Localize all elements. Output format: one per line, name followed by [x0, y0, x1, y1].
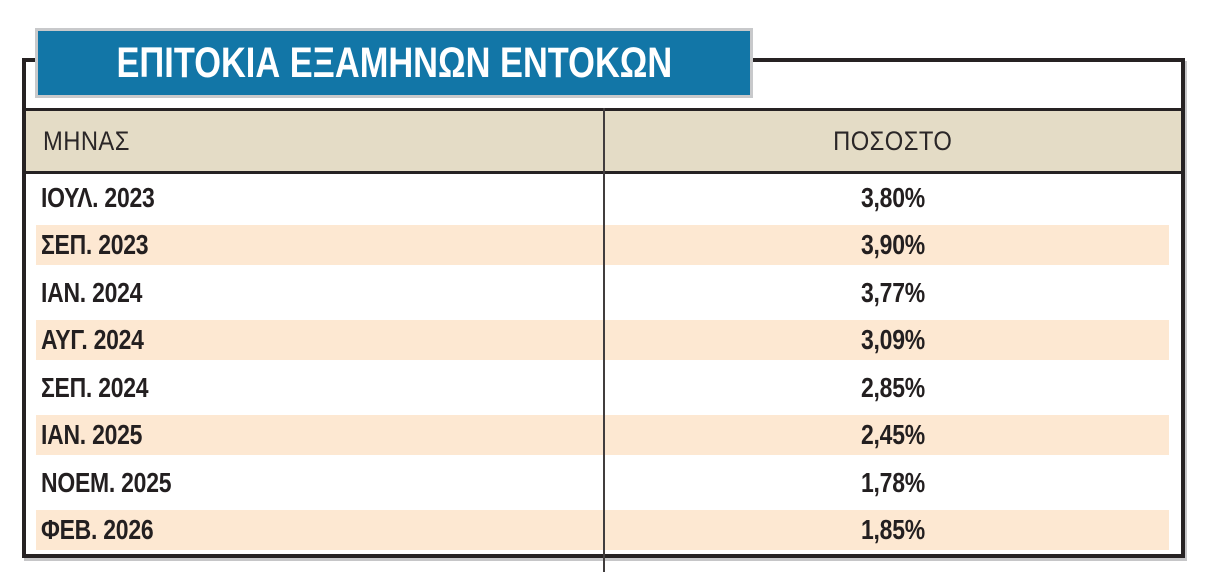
rate-value: 3,80%	[860, 181, 925, 213]
page-title: ΕΠΙΤΟΚΙΑ ΕΞΑΜΗΝΩΝ ΕΝΤΟΚΩΝ	[116, 38, 672, 87]
title-banner: ΕΠΙΤΟΚΙΑ ΕΞΑΜΗΝΩΝ ΕΝΤΟΚΩΝ	[35, 28, 753, 98]
rate-cell: 1,78%	[604, 459, 1181, 507]
rate-cell: 3,80%	[604, 174, 1181, 222]
column-header-month-label: ΜΗΝΑΣ	[43, 125, 130, 156]
rate-value: 3,09%	[860, 324, 925, 356]
rate-value: 1,85%	[860, 514, 925, 546]
month-cell: ΣΕΠ. 2023	[26, 222, 604, 270]
month-cell: ΝΟΕΜ. 2025	[26, 459, 604, 507]
table-row: ΙΟΥΛ. 2023 3,80%	[26, 174, 1181, 222]
table-row: ΝΟΕΜ. 2025 1,78%	[26, 459, 1181, 507]
month-value: ΦΕΒ. 2026	[41, 514, 154, 546]
table-row: ΙΑΝ. 2024 3,77%	[26, 269, 1181, 317]
month-cell: ΙΑΝ. 2025	[26, 412, 604, 460]
rate-value: 3,90%	[860, 229, 925, 261]
rate-cell: 3,77%	[604, 269, 1181, 317]
rate-value: 2,45%	[860, 419, 925, 451]
column-header-rate: ΠΟΣΟΣΤΟ	[604, 111, 1181, 171]
month-cell: ΑΥΓ. 2024	[26, 317, 604, 365]
rate-value: 1,78%	[860, 466, 925, 498]
column-header-month: ΜΗΝΑΣ	[26, 111, 604, 171]
month-cell: ΦΕΒ. 2026	[26, 507, 604, 555]
month-value: ΣΕΠ. 2023	[41, 229, 149, 261]
table-row: ΙΑΝ. 2025 2,45%	[26, 412, 1181, 460]
month-value: ΝΟΕΜ. 2025	[41, 466, 172, 498]
rate-cell: 3,09%	[604, 317, 1181, 365]
month-cell: ΙΑΝ. 2024	[26, 269, 604, 317]
rate-cell: 2,85%	[604, 364, 1181, 412]
month-cell: ΙΟΥΛ. 2023	[26, 174, 604, 222]
table-row: ΣΕΠ. 2024 2,85%	[26, 364, 1181, 412]
rate-cell: 3,90%	[604, 222, 1181, 270]
month-value: ΑΥΓ. 2024	[41, 324, 144, 356]
rate-cell: 2,45%	[604, 412, 1181, 460]
month-value: ΣΕΠ. 2024	[41, 371, 149, 403]
month-value: ΙΑΝ. 2024	[41, 276, 143, 308]
rate-value: 3,77%	[860, 276, 925, 308]
table-row: ΣΕΠ. 2023 3,90%	[26, 222, 1181, 270]
table-row: ΑΥΓ. 2024 3,09%	[26, 317, 1181, 365]
month-value: ΙΟΥΛ. 2023	[41, 181, 155, 213]
month-cell: ΣΕΠ. 2024	[26, 364, 604, 412]
rate-value: 2,85%	[860, 371, 925, 403]
table-body: ΙΟΥΛ. 2023 3,80% ΣΕΠ. 2023 3,90% ΙΑΝ. 20…	[26, 174, 1181, 554]
month-value: ΙΑΝ. 2025	[41, 419, 143, 451]
column-divider-rule	[603, 108, 605, 572]
rate-cell: 1,85%	[604, 507, 1181, 555]
column-header-rate-label: ΠΟΣΟΣΤΟ	[832, 125, 953, 156]
table-row: ΦΕΒ. 2026 1,85%	[26, 507, 1181, 555]
